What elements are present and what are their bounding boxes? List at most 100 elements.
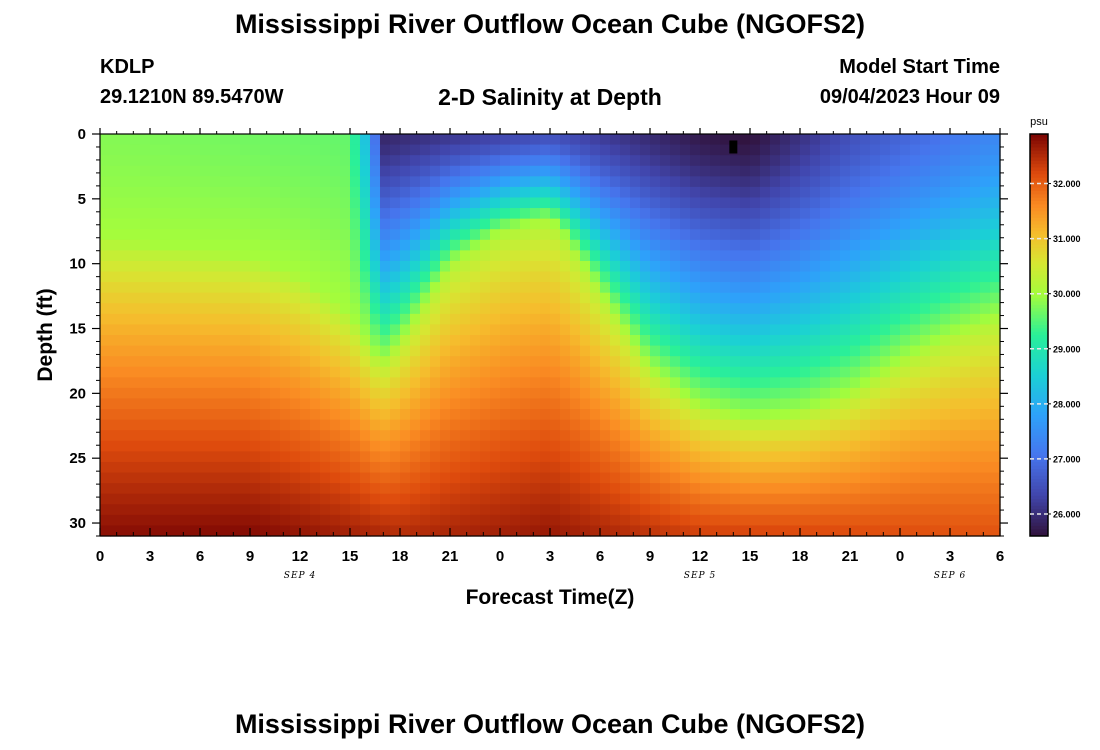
heatmap-cell xyxy=(640,229,651,241)
heatmap-cell xyxy=(910,282,921,294)
heatmap-cell xyxy=(420,440,431,452)
heatmap-cell xyxy=(250,260,261,273)
heatmap-cell xyxy=(410,335,421,347)
heatmap-cell xyxy=(930,239,941,251)
heatmap-cell xyxy=(690,165,701,177)
heatmap-cell xyxy=(420,176,431,188)
heatmap-cell xyxy=(220,229,231,241)
heatmap-cell xyxy=(350,398,361,410)
heatmap-cell xyxy=(460,144,471,156)
heatmap-cell xyxy=(570,218,581,230)
heatmap-cell xyxy=(530,165,541,177)
heatmap-cell xyxy=(570,493,581,505)
heatmap-cell xyxy=(220,451,231,463)
heatmap-cell xyxy=(960,260,971,273)
heatmap-cell xyxy=(990,440,1001,452)
heatmap-cell xyxy=(130,525,141,537)
heatmap-cell xyxy=(740,366,751,378)
heatmap-cell xyxy=(100,356,111,368)
heatmap-cell xyxy=(300,208,311,220)
heatmap-cell xyxy=(270,525,281,537)
heatmap-cell xyxy=(990,525,1001,537)
heatmap-cell xyxy=(510,176,521,188)
heatmap-cell xyxy=(700,250,711,262)
heatmap-cell xyxy=(780,335,791,347)
heatmap-cell xyxy=(160,514,171,527)
heatmap-cell xyxy=(210,504,221,516)
heatmap-cell xyxy=(790,440,801,452)
heatmap-cell xyxy=(140,313,151,326)
heatmap-cell xyxy=(170,461,181,474)
heatmap-cell xyxy=(540,260,551,273)
heatmap-cell xyxy=(900,218,911,230)
heatmap-cell xyxy=(280,387,291,400)
heatmap-cell xyxy=(280,250,291,262)
heatmap-cell xyxy=(430,504,441,516)
heatmap-cell xyxy=(620,144,631,156)
heatmap-cell xyxy=(750,155,761,167)
heatmap-cell xyxy=(850,335,861,347)
heatmap-cell xyxy=(910,186,921,199)
heatmap-cell xyxy=(700,144,711,156)
heatmap-cell xyxy=(790,461,801,474)
heatmap-cell xyxy=(420,155,431,167)
heatmap-cell xyxy=(830,409,841,421)
heatmap-cell xyxy=(600,282,611,294)
heatmap-cell xyxy=(900,409,911,421)
heatmap-cell xyxy=(820,387,831,400)
heatmap-cell xyxy=(640,155,651,167)
heatmap-cell xyxy=(310,165,321,177)
heatmap-cell xyxy=(460,324,471,336)
heatmap-cell xyxy=(500,208,511,220)
heatmap-cell xyxy=(570,525,581,537)
heatmap-cell xyxy=(650,239,661,251)
heatmap-cell xyxy=(920,282,931,294)
heatmap-cell xyxy=(460,335,471,347)
heatmap-cell xyxy=(710,440,721,452)
heatmap-cell xyxy=(430,186,441,199)
heatmap-cell xyxy=(290,461,301,474)
heatmap-cell xyxy=(720,472,731,484)
heatmap-cell xyxy=(600,504,611,516)
heatmap-cell xyxy=(130,409,141,421)
heatmap-cell xyxy=(200,345,211,357)
heatmap-cell xyxy=(330,134,341,146)
heatmap-cell xyxy=(140,250,151,262)
heatmap-cell xyxy=(690,472,701,484)
heatmap-cell xyxy=(550,451,561,463)
heatmap-cell xyxy=(300,229,311,241)
heatmap-cell xyxy=(730,134,741,146)
heatmap-cell xyxy=(100,134,111,146)
heatmap-cell xyxy=(290,144,301,156)
heatmap-cell xyxy=(240,398,251,410)
heatmap-cell xyxy=(570,461,581,474)
heatmap-cell xyxy=(440,398,451,410)
heatmap-cell xyxy=(180,366,191,378)
heatmap-cell xyxy=(770,313,781,326)
heatmap-cell xyxy=(400,239,411,251)
heatmap-cell xyxy=(340,176,351,188)
heatmap-cell xyxy=(270,398,281,410)
heatmap-cell xyxy=(290,409,301,421)
heatmap-cell xyxy=(100,218,111,230)
heatmap-cell xyxy=(940,176,951,188)
colorbar-segment xyxy=(1030,241,1048,246)
heatmap-cell xyxy=(210,483,221,495)
heatmap-cell xyxy=(410,271,421,283)
heatmap-cell xyxy=(540,430,551,442)
heatmap-cell xyxy=(490,197,501,209)
heatmap-cell xyxy=(800,356,811,368)
heatmap-cell xyxy=(590,271,601,283)
heatmap-cell xyxy=(200,208,211,220)
heatmap-cell xyxy=(630,208,641,220)
heatmap-cell xyxy=(340,335,351,347)
heatmap-cell xyxy=(890,271,901,283)
heatmap-cell xyxy=(240,239,251,251)
heatmap-cell xyxy=(370,483,381,495)
heatmap-cell xyxy=(980,176,991,188)
heatmap-cell xyxy=(430,493,441,505)
heatmap-cell xyxy=(180,472,191,484)
heatmap-cell xyxy=(240,335,251,347)
heatmap-cell xyxy=(610,218,621,230)
heatmap-cell xyxy=(750,451,761,463)
